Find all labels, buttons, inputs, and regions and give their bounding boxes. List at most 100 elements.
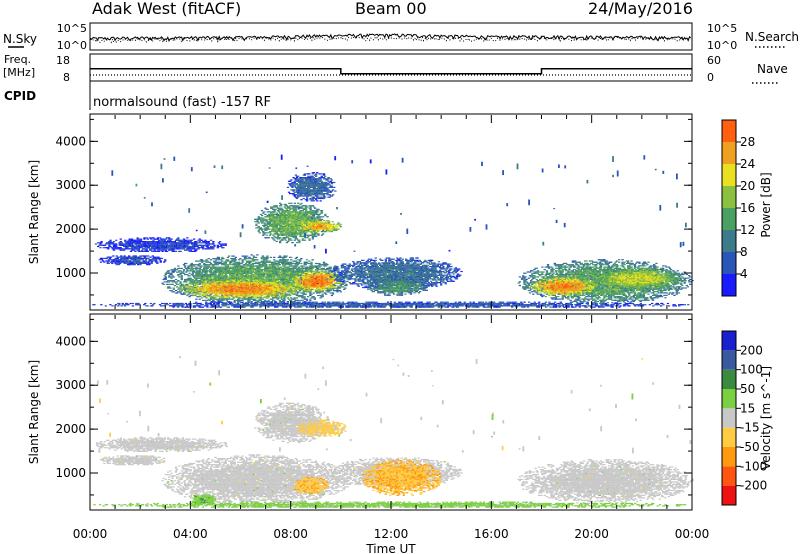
scatter-cell: [116, 255, 118, 256]
scatter-cell: [195, 250, 197, 251]
scatter-cell: [191, 264, 193, 265]
scatter-cell: [101, 259, 103, 260]
scatter-cell: [153, 260, 155, 261]
radar-figure: Adak West (fitACF) Beam 00 24/May/2016 N…: [0, 0, 800, 554]
scatter-cell: [134, 240, 136, 241]
scatter-cell: [195, 269, 197, 270]
scatter-cell: [146, 248, 148, 249]
scatter-cell: [117, 258, 119, 259]
scatter-cell: [170, 273, 172, 274]
scatter-cell: [223, 299, 225, 300]
scatter-cell: [152, 242, 154, 243]
scatter-cell: [205, 297, 207, 298]
scatter-cell: [159, 250, 161, 251]
scatter-cell: [190, 250, 192, 251]
scatter-cell: [134, 251, 136, 252]
scatter-cell: [170, 276, 172, 277]
scatter-cell: [231, 299, 233, 300]
scatter-cell: [177, 291, 179, 292]
scatter-cell: [222, 268, 224, 269]
scatter-cell: [148, 263, 150, 264]
scatter-cell: [159, 237, 161, 238]
scatter-cell: [164, 260, 166, 261]
scatter-cell: [165, 276, 167, 277]
scatter-cell: [151, 243, 153, 244]
scatter-cell: [216, 267, 218, 268]
scatter-cell: [163, 239, 165, 240]
scatter-cell: [119, 263, 121, 264]
scatter-cell: [112, 242, 114, 243]
scatter-cell: [165, 247, 167, 248]
scatter-cell: [195, 279, 197, 280]
scatter-region: [99, 255, 167, 265]
scatter-cell: [121, 242, 123, 243]
scatter-cell: [194, 251, 196, 252]
scatter-cell: [195, 264, 197, 265]
scatter-cell: [200, 274, 202, 275]
scatter-cell: [228, 261, 230, 262]
scatter-cell: [202, 272, 204, 273]
scatter-cell: [208, 247, 210, 248]
scatter-cell: [186, 280, 188, 281]
scatter-cell: [199, 242, 201, 243]
scatter-cell: [158, 242, 160, 243]
scatter-cell: [161, 251, 163, 252]
scatter-cell: [168, 284, 170, 285]
scatter-cell: [115, 246, 117, 247]
scatter-cell: [163, 262, 165, 263]
scatter-cell: [183, 264, 185, 265]
scatter-cell: [166, 243, 168, 244]
scatter-cell: [146, 264, 148, 265]
scatter-cell: [234, 274, 236, 275]
scatter-cell: [182, 294, 184, 295]
scatter-cell: [192, 274, 194, 275]
scatter-cell: [172, 281, 174, 282]
scatter-cell: [143, 255, 145, 256]
scatter-cell: [207, 246, 209, 247]
scatter-cell: [149, 237, 151, 238]
scatter-cell: [217, 268, 219, 269]
scatter-cell: [181, 273, 183, 274]
scatter-cell: [143, 237, 145, 238]
scatter-cell: [213, 262, 215, 263]
scatter-cell: [138, 239, 140, 240]
scatter-cell: [104, 245, 106, 246]
scatter-cell: [115, 240, 117, 241]
scatter-cell: [194, 275, 196, 276]
scatter-cell: [189, 247, 191, 248]
scatter-cell: [138, 260, 140, 261]
scatter-cell: [214, 274, 216, 275]
scatter-cell: [170, 290, 172, 291]
scatter-cell: [139, 255, 141, 256]
scatter-cell: [191, 267, 193, 268]
scatter-cell: [190, 270, 192, 271]
scatter-cell: [233, 297, 235, 298]
scatter-cell: [189, 296, 191, 297]
scatter-cell: [151, 263, 153, 264]
scatter-cell: [233, 256, 235, 257]
scatter-cell: [143, 248, 145, 249]
scatter-cell: [168, 281, 170, 282]
scatter-cell: [218, 267, 220, 268]
scatter-cell: [133, 246, 135, 247]
scatter-cell: [168, 237, 170, 238]
scatter-cell: [175, 279, 177, 280]
scatter-cell: [230, 258, 232, 259]
scatter-cell: [200, 267, 202, 268]
scatter-cell: [192, 273, 194, 274]
scatter-cell: [201, 276, 203, 277]
scatter-cell: [189, 275, 191, 276]
scatter-cell: [164, 259, 166, 260]
scatter-cell: [151, 259, 153, 260]
scatter-cell: [168, 239, 170, 240]
scatter-cell: [205, 273, 207, 274]
scatter-cell: [132, 245, 134, 246]
scatter-cell: [118, 264, 120, 265]
scatter-cell: [168, 270, 170, 271]
scatter-cell: [208, 248, 210, 249]
scatter-cell: [141, 247, 143, 248]
scatter-cell: [174, 241, 176, 242]
scatter-cell: [186, 269, 188, 270]
scatter-cell: [146, 243, 148, 244]
scatter-cell: [207, 276, 209, 277]
